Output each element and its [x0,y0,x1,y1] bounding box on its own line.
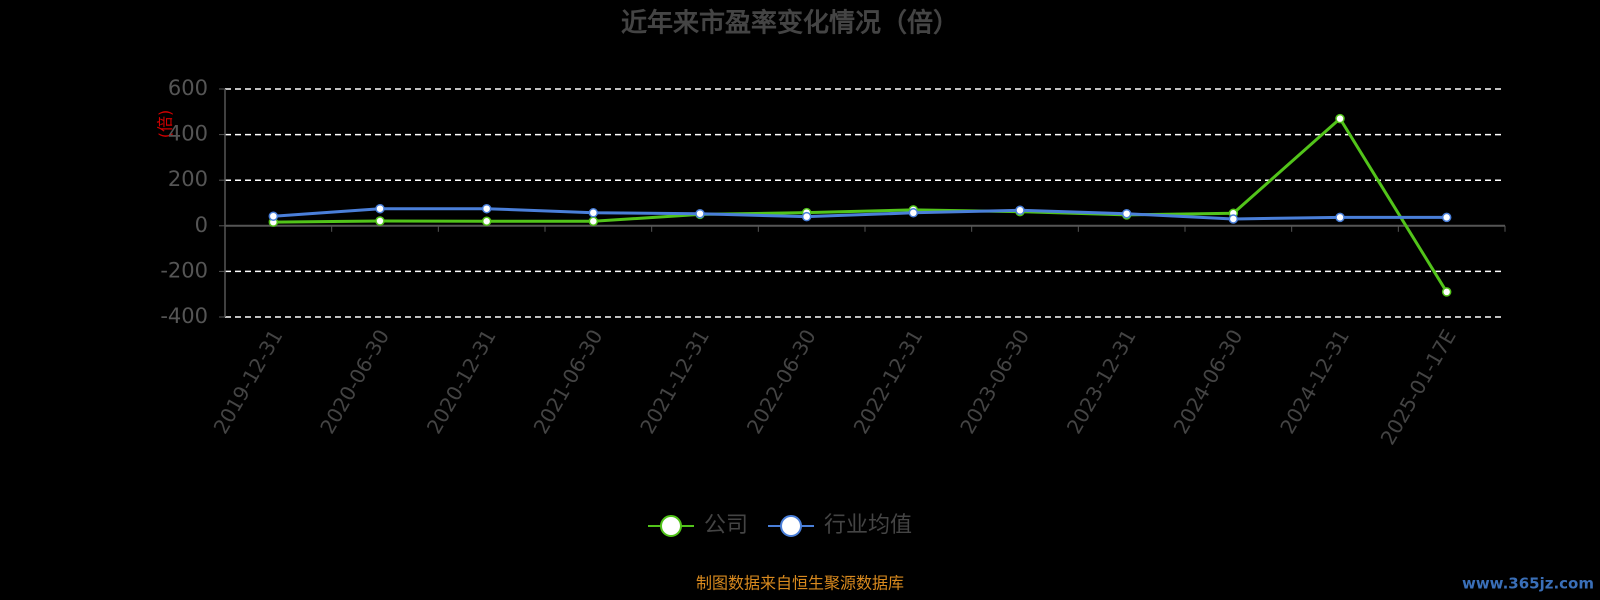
legend-marker [780,515,803,537]
point [375,203,385,214]
x-tick-label: 2021-06-30 [529,325,608,438]
point [1335,113,1345,124]
point [1441,212,1452,223]
point [375,216,385,226]
x-tick-label: 2020-12-31 [422,325,501,438]
point [481,216,492,226]
x-tick-label: 2020-06-30 [315,325,394,438]
point [1228,214,1239,224]
x-tick-label: 2025-01-17E [1376,325,1461,449]
point [588,208,599,218]
point [588,216,599,226]
point [1335,212,1345,223]
y-tick-label: -400 [160,304,208,328]
legend-label: 行业均值 [824,513,912,538]
point [268,211,279,221]
y-tick-label: 0 [195,213,208,237]
series-line [273,116,1448,293]
legend-label: 公司 [704,513,748,538]
y-axis-label: (倍) [156,110,175,139]
x-tick-label: 2022-06-30 [742,325,821,438]
x-tick-label: 2024-12-31 [1275,325,1354,438]
x-tick-label: 2024-06-30 [1169,325,1248,438]
point [1121,208,1132,219]
x-tick-label: 2021-12-31 [635,325,714,438]
watermark: www.365jz.com [1462,575,1594,593]
point [481,203,492,214]
point [1015,205,1025,216]
y-tick-label: 200 [168,167,208,191]
x-tick-label: 2023-06-30 [955,325,1034,438]
point [801,211,812,222]
source-note: 制图数据来自恒生聚源数据库 [696,574,904,593]
x-tick-label: 2023-12-31 [1062,325,1141,438]
y-tick-label: -200 [160,258,208,282]
point [1441,287,1452,297]
y-tick-label: 600 [168,76,208,100]
point [908,208,919,218]
legend-marker [660,515,682,537]
x-tick-label: 2019-12-31 [209,325,288,438]
y-tick-label: 400 [168,122,208,146]
chart-title: 近年来市盈率变化情况（倍） [621,8,959,39]
series-line [273,207,1447,221]
x-tick-label: 2022-12-31 [849,325,928,438]
point [695,208,705,219]
